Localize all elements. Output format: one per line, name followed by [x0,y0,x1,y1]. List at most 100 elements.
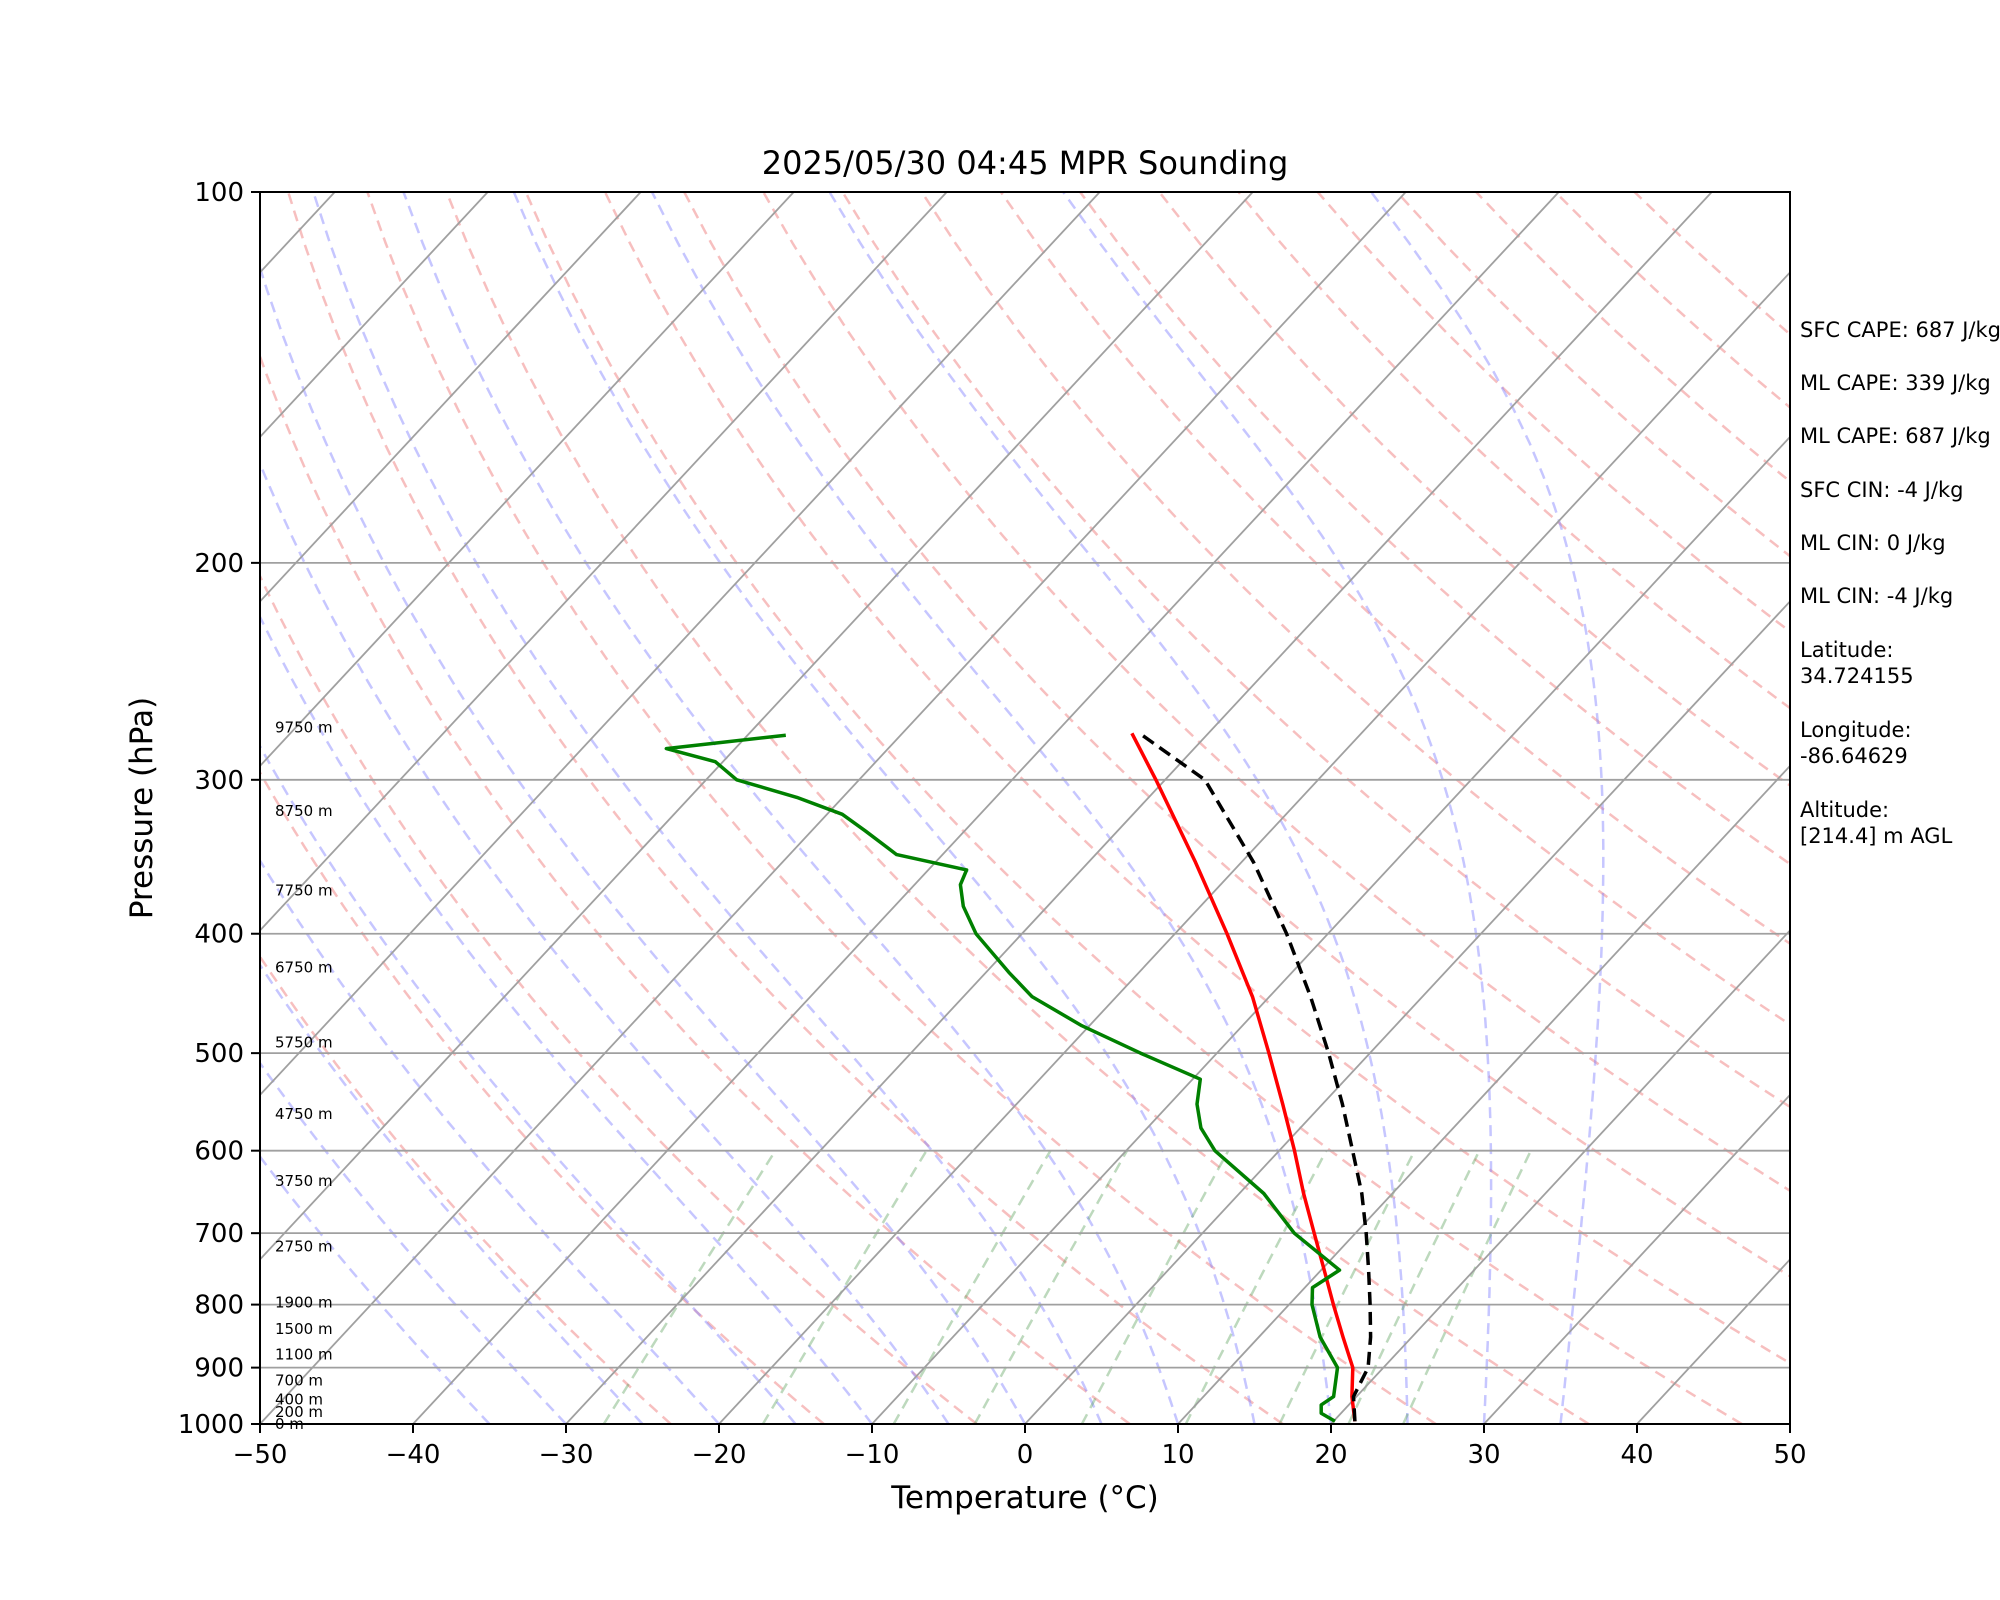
isotherm [412,192,1560,1424]
moist-adiabat [260,263,1027,1424]
moist-adiabat [260,962,644,1424]
moist-adiabat [260,1060,567,1424]
dry-adiabat [445,192,1590,1424]
height-label: 6750 m [275,958,333,976]
background-lines [0,192,1790,1424]
dry-adiabat [841,192,1790,1109]
y-tick-label: 100 [194,178,244,208]
x-axis-label: Temperature (°C) [890,1480,1159,1516]
isotherm [1483,1093,1790,1424]
y-tick-label: 200 [194,549,244,579]
isotherm [260,192,489,439]
isotherm [1330,929,1790,1424]
moist-adiabat [260,743,797,1424]
x-tick-label: −10 [845,1440,900,1470]
isotherm [260,192,642,603]
stat-annotation: ML CIN: 0 J/kg [1800,531,1946,555]
x-tick-label: 0 [1017,1440,1034,1470]
height-label: 8750 m [275,802,333,820]
isotherm [871,435,1790,1424]
x-tick-label: −40 [386,1440,441,1470]
y-tick-label: 1000 [178,1410,244,1440]
moist-adiabat [260,460,950,1424]
height-label: 0 m [275,1415,304,1433]
moist-adiabat [512,192,1256,1424]
height-label: 2750 m [275,1238,333,1256]
dry-adiabat [260,573,978,1424]
mixing-ratio-line [602,1150,777,1424]
dry-adiabat [603,192,1790,1365]
data-lines [664,731,1373,1423]
height-label: 4750 m [275,1105,333,1123]
stat-annotation: Altitude: [1800,798,1889,822]
isotherm [260,192,1407,1424]
height-label: 1100 m [275,1345,333,1363]
x-tick-label: 10 [1161,1440,1194,1470]
moist-adiabat [1062,192,1493,1424]
x-tick-label: −50 [233,1440,288,1470]
mixing-ratio-line [892,1150,1052,1424]
isotherm [565,192,1713,1424]
mixing-ratio-line [1402,1150,1532,1424]
y-tick-label: 600 [194,1137,244,1167]
x-tick-label: 30 [1467,1440,1500,1470]
sounding-stats: SFC CAPE: 687 J/kg ML CAPE: 339 J/kg ML CA… [1800,318,2000,848]
parcel-profile-line [1138,731,1373,1422]
dry-adiabat [683,192,1790,1278]
chart-title: 2025/05/30 04:45 MPR Sounding [762,144,1289,182]
temperature-line [1130,732,1357,1422]
moist-adiabat [650,192,1333,1424]
dewpoint-line [664,733,1342,1423]
stat-annotation: ML CAPE: 687 J/kg [1800,424,1991,448]
stat-annotation: [214.4] m AGL [1800,824,1953,848]
moist-adiabat [260,1154,491,1424]
x-tick-label: 40 [1620,1440,1653,1470]
plot-frame [259,191,1791,1425]
isotherm [1024,600,1790,1424]
stat-annotation: Longitude: [1800,718,1912,742]
height-label: 5750 m [275,1033,333,1051]
stat-annotation: ML CAPE: 339 J/kg [1800,371,1991,395]
isotherm [260,192,948,932]
dry-adiabat [260,770,825,1424]
mixing-ratio-line [761,1150,928,1424]
moist-adiabat [828,192,1409,1424]
height-label: 7750 m [275,882,333,900]
isotherm [260,192,1254,1261]
dry-adiabat [1158,192,1790,788]
y-axis: 1000 900 800 700 600 500 400 300 200 100 [178,178,260,1440]
height-label: 3750 m [275,1172,333,1190]
isotherm [260,192,1101,1097]
height-label: 1900 m [275,1294,333,1312]
isotherm [260,192,795,768]
x-tick-label: 20 [1314,1440,1347,1470]
height-label: 700 m [275,1372,323,1390]
isotherm [1177,764,1790,1424]
stat-annotation: -86.64629 [1800,744,1908,768]
stat-annotation: Latitude: [1800,638,1894,662]
dry-adiabat [260,954,672,1424]
moist-adiabat [402,192,1180,1424]
dry-adiabat [1237,192,1790,710]
dry-adiabat [524,192,1743,1424]
stat-annotation: SFC CAPE: 687 J/kg [1800,318,2000,342]
height-label: 200 m [275,1403,323,1421]
isotherm [0,192,29,1424]
moist-adiabat [312,192,1103,1424]
y-tick-label: 500 [194,1039,244,1069]
height-label: 1500 m [275,1320,333,1338]
moist-adiabat [1370,192,1605,1424]
y-tick-label: 800 [194,1291,244,1321]
x-axis: −50 −40 −30 −20 −10 0 10 20 30 40 50 [233,1424,1807,1470]
x-tick-label: 50 [1773,1440,1806,1470]
y-tick-label: 400 [194,920,244,950]
dry-adiabat [366,192,1437,1424]
x-tick-label: −20 [692,1440,747,1470]
stat-annotation: 34.724155 [1800,664,1914,688]
stat-annotation: SFC CIN: -4 J/kg [1800,478,1963,502]
dry-adiabat [287,192,1284,1424]
y-tick-label: 300 [194,766,244,796]
isotherm [718,271,1790,1424]
